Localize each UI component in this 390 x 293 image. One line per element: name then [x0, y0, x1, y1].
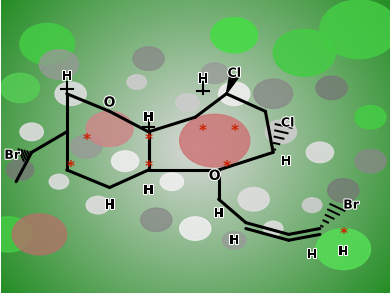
- Circle shape: [20, 123, 43, 141]
- Text: H: H: [105, 199, 115, 212]
- Text: *: *: [339, 227, 347, 242]
- Circle shape: [316, 229, 370, 270]
- Text: *: *: [67, 159, 74, 175]
- Circle shape: [55, 82, 86, 105]
- Text: H: H: [144, 184, 154, 197]
- Text: Br: Br: [343, 199, 359, 212]
- Circle shape: [211, 18, 257, 53]
- Text: H: H: [144, 111, 154, 124]
- Circle shape: [355, 149, 386, 173]
- Circle shape: [223, 231, 246, 249]
- Circle shape: [20, 23, 74, 64]
- Circle shape: [86, 196, 110, 214]
- Polygon shape: [227, 75, 239, 94]
- Text: Br: Br: [4, 149, 20, 162]
- Text: *: *: [222, 159, 230, 175]
- Circle shape: [141, 208, 172, 231]
- Text: *: *: [199, 124, 207, 139]
- Text: Cl: Cl: [281, 117, 294, 130]
- Circle shape: [127, 75, 147, 89]
- Circle shape: [71, 135, 102, 158]
- Text: H: H: [213, 207, 224, 220]
- Circle shape: [180, 114, 250, 167]
- Text: *: *: [82, 133, 90, 148]
- Circle shape: [273, 29, 335, 76]
- Text: Cl: Cl: [228, 67, 241, 80]
- Circle shape: [320, 0, 390, 59]
- Text: *: *: [230, 124, 238, 139]
- Circle shape: [160, 173, 184, 190]
- Circle shape: [39, 50, 78, 79]
- Circle shape: [219, 82, 250, 105]
- Circle shape: [12, 214, 67, 255]
- Circle shape: [176, 94, 199, 111]
- Circle shape: [180, 217, 211, 240]
- Circle shape: [265, 120, 296, 144]
- Circle shape: [6, 160, 34, 180]
- Text: *: *: [145, 159, 152, 175]
- Circle shape: [316, 76, 347, 100]
- Text: *: *: [145, 133, 152, 148]
- Circle shape: [302, 198, 322, 212]
- Circle shape: [254, 79, 292, 108]
- Circle shape: [263, 221, 283, 236]
- Circle shape: [86, 111, 133, 146]
- Circle shape: [133, 47, 164, 70]
- Circle shape: [328, 179, 359, 202]
- Text: H: H: [229, 234, 239, 247]
- Circle shape: [0, 217, 32, 252]
- Circle shape: [355, 105, 386, 129]
- Text: O: O: [209, 169, 221, 183]
- Circle shape: [201, 63, 229, 84]
- Circle shape: [0, 73, 39, 103]
- Circle shape: [112, 151, 139, 171]
- Text: H: H: [281, 155, 291, 168]
- Text: O: O: [104, 96, 115, 110]
- Text: H: H: [307, 248, 317, 261]
- Text: H: H: [338, 246, 348, 258]
- Text: H: H: [62, 70, 72, 83]
- Circle shape: [49, 174, 69, 189]
- Text: H: H: [198, 73, 208, 86]
- Circle shape: [306, 142, 333, 163]
- Circle shape: [238, 188, 269, 211]
